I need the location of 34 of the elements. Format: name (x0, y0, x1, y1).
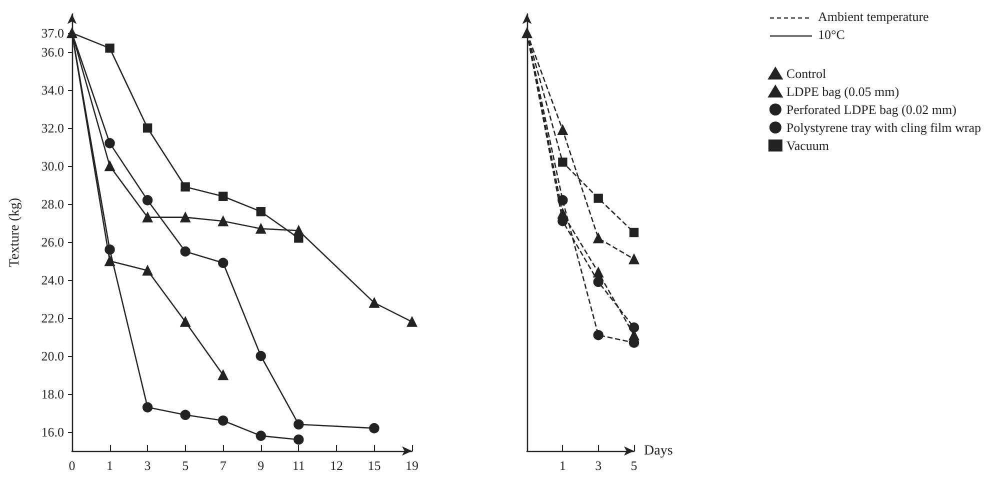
x-tick-label: 9 (258, 458, 264, 473)
legend-label: Polystyrene tray with cling film wrap (786, 120, 982, 135)
y-axis-title: Texture (kg) (8, 197, 22, 268)
y-tick-label: 28.0 (41, 196, 64, 212)
x-tick-label: 1 (106, 458, 114, 473)
legend-label: LDPE bag (0.05 mm) (786, 84, 900, 99)
legend-label: Control (786, 66, 827, 81)
y-tick-label: 30.0 (41, 158, 64, 174)
legend-label: Perforated LDPE bag (0.02 mm) (786, 102, 956, 117)
text: 10°C (818, 27, 845, 42)
x-tick-label: 3 (595, 458, 602, 473)
x-tick-label: 0 (68, 458, 76, 473)
x-tick-label: 19 (406, 458, 418, 473)
x-tick-label: 5 (630, 458, 638, 473)
y-tick-label: 36.0 (41, 44, 64, 60)
y-tick-label: 22.0 (41, 310, 64, 326)
x-tick-label: 7 (220, 458, 227, 473)
y-tick-label: 20.0 (41, 348, 64, 364)
x-tick-label: 3 (144, 458, 151, 473)
legend-label: Vacuum (786, 138, 830, 153)
y-tick-label: 18.0 (41, 386, 64, 402)
x-axis-title: Days (644, 444, 673, 458)
x-tick-label: 15 (368, 458, 381, 473)
y-tick-label: 32.0 (41, 120, 64, 136)
x-tick-label: 1 (559, 458, 566, 473)
x-tick-label: 11 (292, 458, 305, 473)
y-tick-label: 34.0 (41, 82, 64, 98)
y-tick-label: 16.0 (41, 424, 64, 440)
text: Ambient temperature (818, 9, 930, 24)
x-tick-label: 5 (182, 458, 189, 473)
y-tick-label: 37.0 (41, 26, 64, 40)
y-tick-label: 24.0 (41, 272, 64, 288)
x-tick-label: 12 (330, 458, 343, 473)
y-tick-label: 26.0 (41, 234, 64, 250)
